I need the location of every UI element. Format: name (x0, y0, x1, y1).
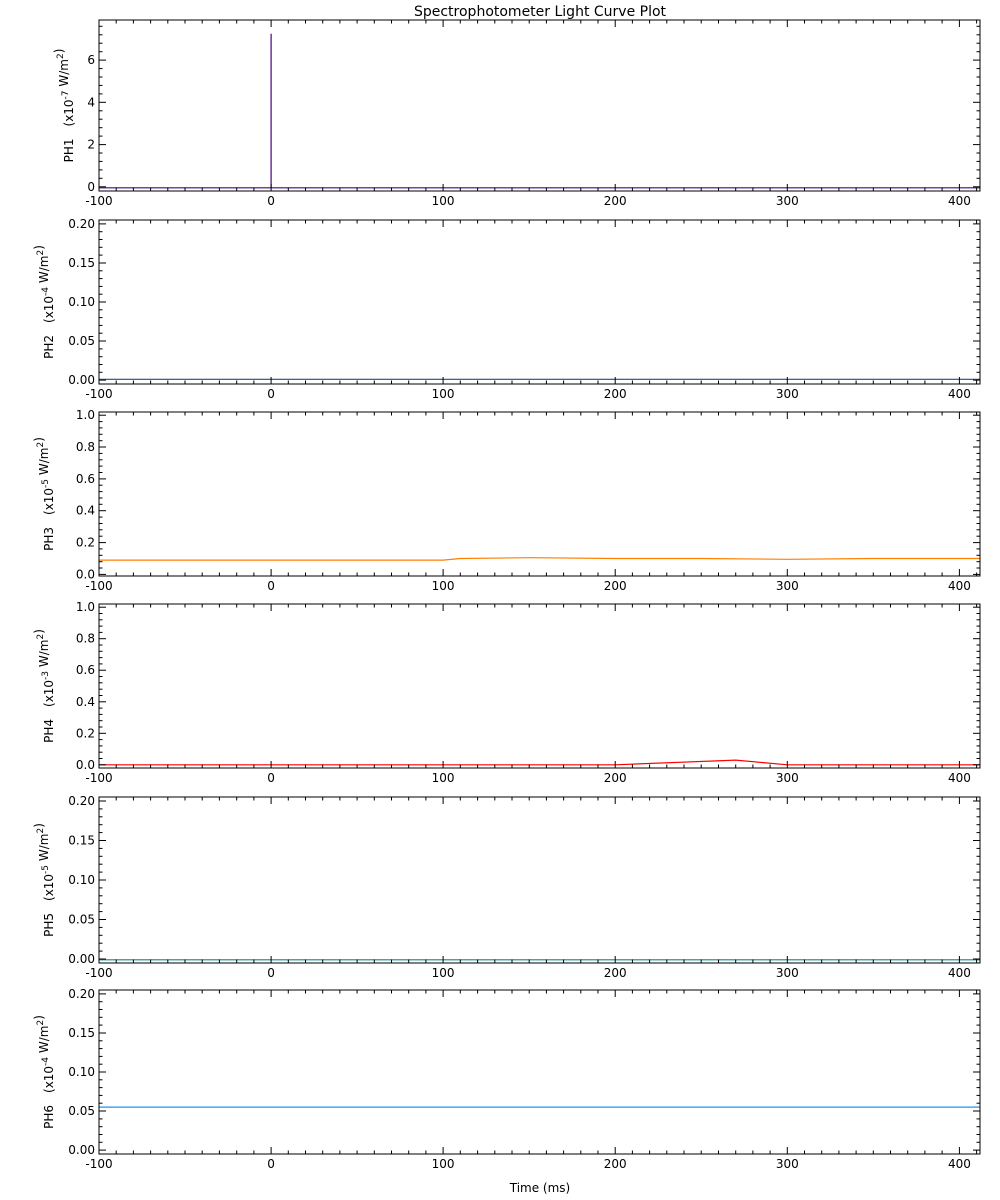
x-tick-label: 100 (432, 579, 455, 593)
y-tick-label: 0.10 (68, 873, 95, 887)
y-tick-label: 0.10 (68, 1065, 95, 1079)
y-axis-title: PH5 (x10-5 W/m2) (32, 823, 56, 937)
x-tick-label: -100 (85, 194, 112, 208)
x-tick-label: 400 (948, 1157, 971, 1171)
x-tick-label: 0 (267, 771, 275, 785)
y-tick-label: 0 (87, 180, 95, 194)
y-axis-title: PH4 (x10-3 W/m2) (32, 629, 56, 743)
panel-ph6: -100 0 100 200 300 400 0.00 0.05 0.10 0.15 0.20 PH6… (32, 987, 981, 1171)
x-tick-label: 200 (604, 771, 627, 785)
x-tick-label: 400 (948, 771, 971, 785)
y-tick-label: 0.05 (68, 334, 95, 348)
y-axis-title: PH1 (x10-7 W/m2) (52, 49, 76, 163)
plot-frame (98, 219, 981, 385)
y-tick-label: 1.0 (76, 408, 95, 422)
x-tick-label: 100 (432, 194, 455, 208)
x-tick-label: 400 (948, 579, 971, 593)
y-axis-title: PH6 (x10-4 W/m2) (32, 1015, 56, 1129)
y-axis-title: PH2 (x10-4 W/m2) (32, 245, 56, 359)
x-tick-label: 300 (776, 579, 799, 593)
y-tick-label: 0.10 (68, 295, 95, 309)
plot-frame (98, 796, 981, 964)
y-tick-label: 0.6 (76, 472, 95, 486)
y-tick-label: 0.0 (76, 567, 95, 581)
y-tick-label: 0.00 (68, 1143, 95, 1157)
x-tick-label: 0 (267, 579, 275, 593)
plot-frame (98, 989, 981, 1155)
y-tick-label: 0.4 (76, 695, 95, 709)
y-tick-label: 0.05 (68, 913, 95, 927)
y-tick-label: 0.15 (68, 834, 95, 848)
x-tick-label: 0 (267, 194, 275, 208)
plot-frame (98, 19, 981, 192)
x-tick-label: 200 (604, 1157, 627, 1171)
x-tick-label: 300 (776, 1157, 799, 1171)
x-tick-label: 200 (604, 579, 627, 593)
panel-ph2: -100 0 100 200 300 400 0.00 0.05 0.10 0.15 0.20 PH2… (32, 217, 981, 401)
x-tick-label: -100 (85, 966, 112, 980)
x-tick-label: -100 (85, 771, 112, 785)
x-tick-label: 200 (604, 966, 627, 980)
panel-ph5: -100 0 100 200 300 400 0.00 0.05 0.10 0.15 0.20 PH5… (32, 794, 981, 980)
panel-ph3: -100 0 100 200 300 400 0.0 0.2 0.4 0.6 0.8 1.0 PH3 (… (32, 408, 981, 593)
x-tick-label: 100 (432, 966, 455, 980)
y-tick-label: 0.15 (68, 256, 95, 270)
chart-title: Spectrophotometer Light Curve Plot (414, 4, 667, 20)
y-tick-label: 0.20 (68, 217, 95, 231)
y-tick-label: 0.20 (68, 794, 95, 808)
x-tick-label: 400 (948, 194, 971, 208)
y-tick-label: 0.20 (68, 987, 95, 1001)
y-tick-label: 0.2 (76, 726, 95, 740)
x-tick-label: 100 (432, 771, 455, 785)
x-tick-label: -100 (85, 387, 112, 401)
series-line-ph4 (99, 759, 980, 766)
series-line-ph1 (99, 33, 980, 189)
y-tick-label: 0.4 (76, 504, 95, 518)
x-tick-label: 300 (776, 966, 799, 980)
y-tick-label: 0.00 (68, 952, 95, 966)
y-tick-label: 4 (87, 95, 95, 109)
plot-frame (98, 411, 981, 577)
y-axis-title: PH3 (x10-5 W/m2) (32, 437, 56, 551)
y-tick-label: 0.05 (68, 1104, 95, 1118)
y-tick-label: 2 (87, 138, 95, 152)
x-tick-label: 300 (776, 771, 799, 785)
x-tick-label: 200 (604, 387, 627, 401)
x-tick-label: -100 (85, 579, 112, 593)
x-tick-label: 400 (948, 966, 971, 980)
y-tick-label: 0.2 (76, 536, 95, 550)
x-tick-label: 300 (776, 387, 799, 401)
x-axis-title: Time (ms) (509, 1181, 571, 1195)
x-tick-label: 0 (267, 1157, 275, 1171)
y-tick-label: 1.0 (76, 600, 95, 614)
x-tick-label: 200 (604, 194, 627, 208)
y-tick-label: 0.8 (76, 632, 95, 646)
y-tick-label: 6 (87, 53, 95, 67)
x-tick-label: 100 (432, 1157, 455, 1171)
x-tick-label: 0 (267, 966, 275, 980)
x-tick-label: 400 (948, 387, 971, 401)
plot-frame (98, 603, 981, 769)
panel-ph4: -100 0 100 200 300 400 0.0 0.2 0.4 0.6 0.8 1.0 PH4 (… (32, 600, 981, 785)
x-tick-label: 0 (267, 387, 275, 401)
series-line-ph3 (99, 557, 980, 561)
y-tick-label: 0.00 (68, 373, 95, 387)
y-tick-label: 0.6 (76, 663, 95, 677)
x-tick-label: -100 (85, 1157, 112, 1171)
y-tick-label: 0.8 (76, 440, 95, 454)
x-tick-label: 100 (432, 387, 455, 401)
x-tick-label: 300 (776, 194, 799, 208)
y-tick-label: 0.15 (68, 1026, 95, 1040)
y-tick-label: 0.0 (76, 758, 95, 772)
